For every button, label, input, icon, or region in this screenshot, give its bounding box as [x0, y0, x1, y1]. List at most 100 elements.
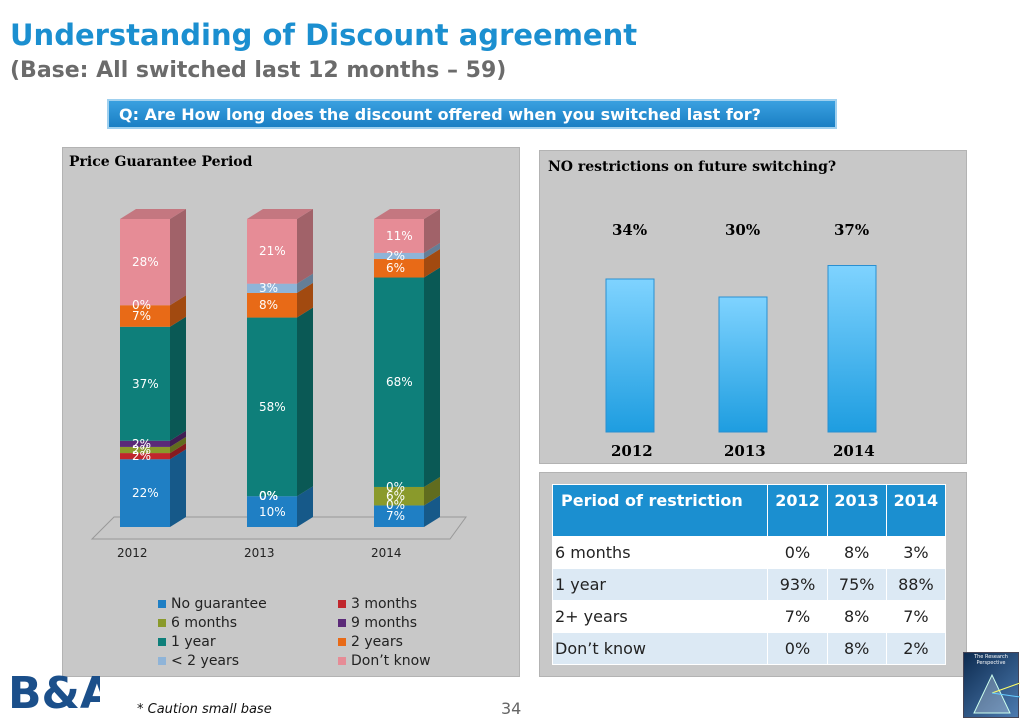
table-cell: 6 months — [551, 536, 769, 569]
table-header-2013: 2013 — [826, 484, 887, 537]
bar-segment — [374, 505, 424, 527]
bar-segment — [374, 277, 424, 487]
x-tick-label: 2013 — [724, 442, 766, 460]
bar-segment-side — [297, 486, 313, 527]
research-perspective-logo: The Research Perspective — [963, 652, 1020, 718]
segment-data-label: 37% — [132, 376, 159, 391]
segment-data-label: 68% — [386, 375, 413, 390]
segment-data-label: 6% — [386, 261, 406, 276]
x-tick-label: 2013 — [244, 546, 275, 560]
table-header-2012: 2012 — [767, 484, 828, 537]
legend-item: < 2 years — [158, 653, 239, 669]
prism-icon — [973, 673, 1020, 714]
research-perspective-logo-text: The Research Perspective — [974, 654, 1008, 666]
bar-segment-side — [170, 430, 186, 447]
table-cell: 75% — [826, 568, 887, 601]
bar-top — [120, 209, 186, 219]
segment-data-label: 2% — [132, 436, 152, 451]
legend-label: < 2 years — [171, 653, 240, 669]
bar-top — [247, 209, 313, 219]
segment-data-label: 2% — [386, 248, 406, 263]
table-cell: 0% — [767, 536, 828, 569]
legend-swatch — [338, 600, 346, 608]
bar-segment-side — [297, 307, 313, 497]
segment-data-label: 2% — [132, 443, 152, 457]
segment-data-label: 28% — [132, 255, 159, 270]
table-cell: 2% — [885, 632, 947, 665]
bar-top — [374, 209, 440, 219]
bar-segment-side — [297, 273, 313, 293]
table-cell: 3% — [885, 536, 947, 569]
bar-segment — [120, 305, 170, 327]
segment-data-label: 11% — [386, 228, 413, 243]
segment-data-label: 7% — [132, 309, 152, 324]
price-guarantee-title: Price Guarantee Period — [69, 154, 253, 170]
bar-segment — [247, 496, 297, 527]
bar-segment — [247, 292, 297, 318]
table-row: 6 months 0% 8% 3% — [551, 536, 947, 569]
bar — [827, 265, 877, 433]
segment-data-label: 8% — [259, 298, 279, 313]
no-restrictions-chart — [605, 265, 877, 433]
table-cell: 2+ years — [551, 600, 769, 633]
segment-data-label: 10% — [259, 504, 286, 519]
legend-item: 6 months — [158, 615, 237, 631]
legend-label: 6 months — [171, 615, 238, 631]
table-header-2014: 2014 — [885, 484, 947, 537]
bar-segment — [120, 440, 170, 447]
segment-data-label: 22% — [132, 486, 159, 501]
bar-segment-side — [170, 295, 186, 327]
bar-segment — [120, 446, 170, 454]
table-row: 2+ years 7% 8% 7% — [551, 600, 947, 633]
bar-segment-side — [424, 209, 440, 253]
segment-data-label: 3% — [259, 281, 279, 296]
legend-swatch — [338, 657, 346, 665]
bar-segment — [120, 459, 170, 527]
bar-segment-side — [170, 449, 186, 527]
segment-data-label: 58% — [259, 399, 286, 414]
x-tick-label: 2014 — [833, 442, 875, 460]
table-cell: 88% — [885, 568, 947, 601]
legend-label: 3 months — [351, 596, 418, 612]
chart-floor — [90, 516, 467, 540]
segment-data-label: 0% — [386, 498, 406, 513]
bar-segment-side — [297, 209, 313, 284]
bar-value-label: 34% — [612, 221, 648, 239]
table-cell: 7% — [885, 600, 947, 633]
x-tick-label: 2012 — [117, 546, 148, 560]
bar-value-label: 30% — [725, 221, 761, 239]
bar-segment — [247, 283, 297, 293]
legend-swatch — [338, 619, 346, 627]
legend-item: Don’t know — [338, 653, 431, 669]
table-header-row: Period of restriction 2012 2013 2014 — [551, 484, 947, 537]
bar-segment-side — [424, 249, 440, 278]
bar-segment-side — [297, 282, 313, 318]
table-header-period: Period of restriction — [551, 484, 769, 537]
table-cell: 8% — [826, 600, 887, 633]
question-banner: Q: Are How long does the discount offere… — [107, 99, 837, 129]
legend-swatch — [158, 638, 166, 646]
bar-segment — [247, 317, 297, 497]
segment-data-label: 21% — [259, 244, 286, 259]
x-tick-label: 2012 — [611, 442, 653, 460]
legend-item: 9 months — [338, 615, 417, 631]
table-cell: 8% — [826, 632, 887, 665]
bar — [718, 296, 768, 433]
legend-label: 2 years — [351, 634, 403, 650]
caution-note: * Caution small base — [137, 702, 272, 717]
legend-item: 2 years — [338, 634, 403, 650]
bar-segment — [374, 259, 424, 278]
bar-segment — [120, 219, 170, 306]
bar-segment — [374, 486, 424, 506]
table-cell: 7% — [767, 600, 828, 633]
legend-label: Don’t know — [351, 653, 431, 669]
no-restrictions-title: NO restrictions on future switching? — [548, 159, 837, 175]
legend-label: 1 year — [171, 634, 216, 650]
bar-segment-side — [170, 209, 186, 306]
x-tick-label: 2014 — [371, 546, 402, 560]
bar-value-label: 37% — [834, 221, 870, 239]
table-row: 1 year 93% 75% 88% — [551, 568, 947, 601]
bar-segment-side — [170, 436, 186, 454]
legend-swatch — [158, 657, 166, 665]
bar-segment-side — [424, 242, 440, 260]
